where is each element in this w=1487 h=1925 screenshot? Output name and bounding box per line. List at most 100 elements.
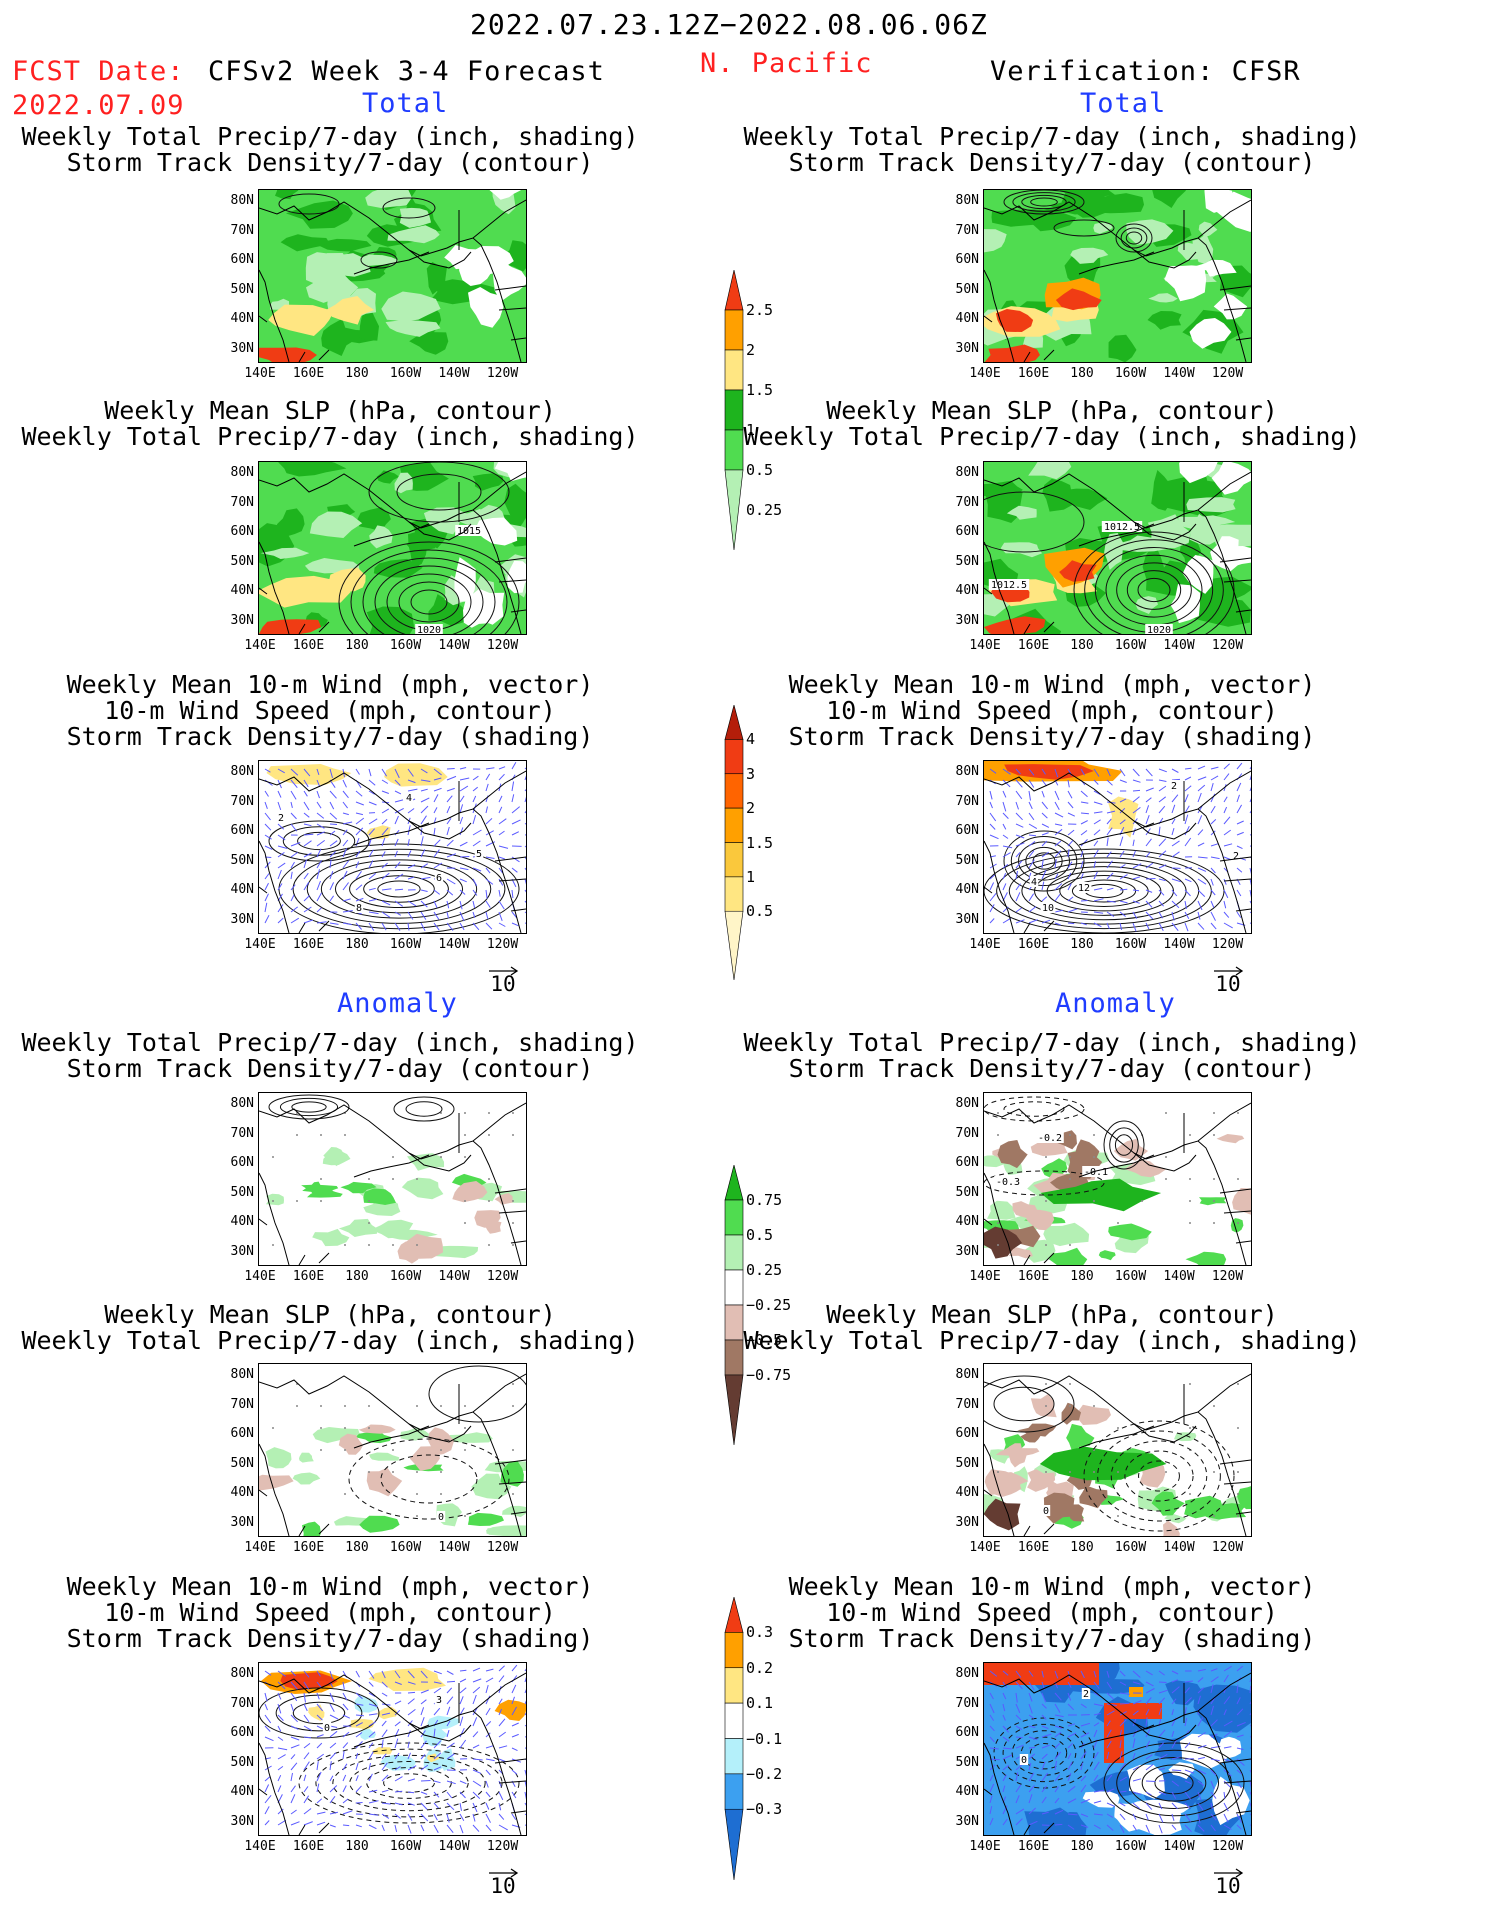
storm-anom-neg bbox=[359, 1728, 377, 1741]
lat-tick-label: 40N bbox=[230, 1784, 254, 1799]
lat-tick-label: 50N bbox=[955, 1184, 979, 1200]
wind-vectors bbox=[264, 761, 526, 932]
lat-tick-label: 40N bbox=[230, 882, 254, 897]
reference-arrow-icon bbox=[489, 1868, 519, 1878]
precip-light bbox=[1189, 513, 1220, 545]
anomaly-label-right: Anomaly bbox=[1055, 988, 1176, 1019]
lon-tick-label: 180 bbox=[345, 937, 369, 952]
anom-dry bbox=[1043, 1492, 1075, 1524]
lat-tick-label: 30N bbox=[230, 1243, 254, 1259]
colorbar-segment bbox=[724, 1702, 744, 1739]
anom-wet-light bbox=[312, 1427, 360, 1444]
precip-heavy bbox=[1151, 470, 1174, 511]
precip-light bbox=[1000, 542, 1043, 558]
lat-tick-label: 60N bbox=[955, 252, 979, 267]
lon-tick-label: 180 bbox=[1070, 1540, 1094, 1555]
precip-heavy bbox=[409, 326, 449, 355]
precip-light bbox=[309, 511, 363, 538]
contour-lines bbox=[984, 1375, 1235, 1532]
lon-tick-label: 140E bbox=[969, 638, 1001, 653]
lon-tick-label: 160E bbox=[1017, 1540, 1050, 1555]
panel-title-line: Weekly Mean 10-m Wind (mph, vector) bbox=[66, 1572, 594, 1601]
lon-tick-label: 140E bbox=[969, 937, 1001, 952]
contour-label: 1015 bbox=[457, 526, 481, 537]
anom-dry-light bbox=[397, 1241, 419, 1264]
panel-title-line: Weekly Total Precip/7-day (inch, shading… bbox=[21, 422, 639, 451]
anom-wet bbox=[500, 1461, 524, 1487]
contour-label: 0 bbox=[1043, 1506, 1049, 1517]
contour-label: 2 bbox=[278, 813, 284, 824]
lat-tick-label: 30N bbox=[230, 340, 254, 356]
colorbar-tick-label: 2 bbox=[746, 799, 756, 818]
obs-total-slp_precip-map: 1012.5 1012.5 1020 bbox=[983, 461, 1252, 635]
lon-tick-label: 140E bbox=[969, 1540, 1001, 1555]
lat-tick-label: 60N bbox=[955, 1725, 979, 1740]
precip-heavy bbox=[426, 262, 448, 295]
coastline bbox=[984, 1102, 1251, 1265]
reference-vector: 10 bbox=[483, 1864, 523, 1904]
anom-wet bbox=[1041, 1158, 1068, 1179]
anom-wet bbox=[1098, 1250, 1116, 1261]
anom-dry-light bbox=[366, 1467, 403, 1497]
coastline bbox=[259, 1373, 526, 1536]
lat-tick-label: 30N bbox=[955, 1514, 979, 1530]
precip-none bbox=[1213, 293, 1248, 320]
colorbar-storm_anom bbox=[722, 1596, 752, 1886]
lon-tick-label: 140W bbox=[1163, 937, 1195, 952]
contour-label: 0 bbox=[1021, 1755, 1027, 1766]
lat-tick-label: 50N bbox=[955, 1455, 979, 1471]
lon-tick-label: 180 bbox=[345, 1269, 369, 1284]
colorbar-segment bbox=[724, 1269, 744, 1306]
anom-dry-light bbox=[1030, 1394, 1057, 1418]
precip-none bbox=[489, 190, 521, 200]
lon-tick-label: 140W bbox=[438, 1540, 470, 1555]
precip-heavy bbox=[504, 483, 526, 525]
lon-tick-label: 140W bbox=[1163, 366, 1195, 381]
precip-heavy bbox=[406, 535, 440, 551]
lon-tick-label: 180 bbox=[345, 1540, 369, 1555]
region-title: N. Pacific bbox=[700, 48, 873, 79]
contour-label: 1020 bbox=[1147, 625, 1171, 634]
anom-wet bbox=[1108, 1223, 1152, 1241]
contour-lines bbox=[348, 1365, 526, 1520]
anom-wet bbox=[355, 1431, 392, 1444]
anom-wet-light bbox=[312, 1228, 350, 1247]
panel-title-line: Storm Track Density/7-day (shading) bbox=[788, 722, 1316, 751]
precip-heavy bbox=[278, 462, 347, 477]
colorbar-segment bbox=[724, 910, 744, 981]
anom-dry-light bbox=[1008, 1247, 1033, 1259]
lon-tick-label: 140E bbox=[244, 1839, 276, 1854]
lon-tick-label: 160W bbox=[1114, 937, 1147, 952]
lon-tick-label: 160W bbox=[1114, 1269, 1147, 1284]
lon-tick-label: 160E bbox=[1017, 937, 1050, 952]
lon-tick-label: 180 bbox=[1070, 1839, 1094, 1854]
anom-dry-light bbox=[1030, 1140, 1069, 1157]
colorbar-segment bbox=[724, 1339, 744, 1376]
lon-tick-label: 120W bbox=[486, 1839, 519, 1854]
precip-2in bbox=[326, 567, 366, 592]
precip-heavy bbox=[319, 238, 372, 252]
lon-tick-label: 120W bbox=[486, 638, 519, 653]
precip-light bbox=[1093, 222, 1113, 234]
anom-wet-light bbox=[407, 1153, 445, 1171]
lat-tick-label: 80N bbox=[230, 465, 254, 480]
lat-tick-label: 60N bbox=[230, 1426, 254, 1441]
lat-tick-label: 60N bbox=[955, 1155, 979, 1170]
colorbar-segment bbox=[724, 349, 744, 391]
anom-wet bbox=[1048, 1247, 1088, 1265]
storm-anom-neg bbox=[380, 1754, 417, 1771]
anom-wet-light bbox=[1164, 1513, 1187, 1524]
lon-tick-label: 120W bbox=[486, 366, 519, 381]
anom-wet-strong bbox=[1039, 1446, 1167, 1481]
lat-tick-label: 50N bbox=[955, 553, 979, 569]
lat-tick-label: 50N bbox=[955, 1754, 979, 1770]
lat-tick-label: 60N bbox=[230, 1155, 254, 1170]
precip-heavy bbox=[275, 190, 299, 200]
panel-title-line: Weekly Total Precip/7-day (inch, shading… bbox=[743, 1028, 1361, 1057]
panel-title-line: Weekly Total Precip/7-day (inch, shading… bbox=[743, 122, 1361, 151]
lon-tick-label: 180 bbox=[1070, 638, 1094, 653]
lat-tick-label: 50N bbox=[230, 1184, 254, 1200]
colorbar-tick-label: 0.5 bbox=[746, 902, 774, 921]
